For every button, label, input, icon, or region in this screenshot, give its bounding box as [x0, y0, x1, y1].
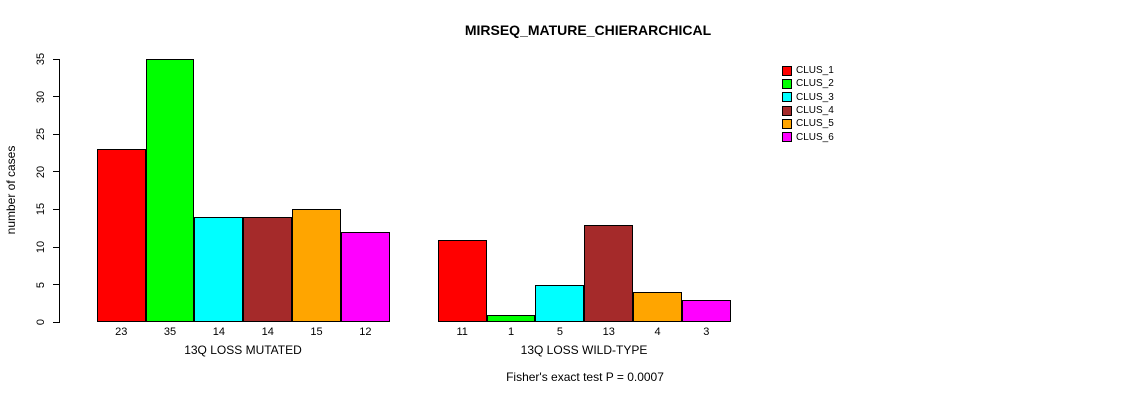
- legend-item-clus_5: CLUS_5: [782, 117, 834, 130]
- legend-swatch-icon: [782, 92, 792, 103]
- y-tick-mark: [53, 58, 60, 60]
- y-tick-label: 20: [35, 165, 47, 178]
- legend-swatch-icon: [782, 78, 792, 89]
- legend-item-label: CLUS_5: [796, 118, 834, 130]
- y-tick-mark: [53, 133, 60, 135]
- bar-value-label: 1: [507, 326, 515, 338]
- y-tick-mark: [53, 171, 60, 173]
- y-tick-label: 30: [35, 90, 47, 103]
- legend-item-label: CLUS_4: [796, 105, 834, 117]
- bar-value-label: 12: [359, 326, 372, 338]
- y-tick-mark: [53, 96, 60, 98]
- y-tick-mark: [53, 246, 60, 248]
- bar-clus_2: [486, 314, 536, 323]
- y-tick-label: 25: [35, 128, 47, 141]
- bar-clus_4: [584, 224, 634, 323]
- y-axis-line: [59, 59, 60, 323]
- legend-item-label: CLUS_3: [796, 91, 834, 103]
- legend-swatch-icon: [782, 132, 792, 143]
- y-tick-mark: [53, 284, 60, 286]
- bar-value-label: 15: [310, 326, 323, 338]
- y-tick-label: 35: [35, 52, 47, 66]
- y-tick-label: 0: [35, 319, 47, 326]
- legend-item-label: CLUS_1: [796, 65, 834, 77]
- legend-item-label: CLUS_2: [796, 78, 834, 90]
- bar-value-label: 23: [115, 326, 128, 338]
- bar-value-label: 35: [163, 326, 177, 338]
- bar-clus_1: [96, 149, 146, 323]
- bar-clus_3: [535, 284, 585, 323]
- y-tick-mark: [53, 321, 60, 323]
- bar-value-label: 14: [261, 326, 274, 338]
- fisher-test-caption: Fisher's exact test P = 0.0007: [506, 370, 664, 384]
- legend-swatch-icon: [782, 65, 792, 76]
- legend-swatch-icon: [782, 118, 792, 129]
- bar-value-label: 5: [556, 326, 563, 338]
- bar-clus_3: [194, 216, 244, 323]
- bar-value-label: 3: [703, 326, 710, 338]
- y-axis-label: number of cases: [4, 145, 18, 235]
- bar-clus_5: [292, 209, 341, 323]
- legend-item-clus_3: CLUS_3: [782, 91, 834, 104]
- legend-item-clus_2: CLUS_2: [782, 77, 834, 90]
- bar-value-label: 11: [456, 326, 468, 338]
- bar-clus_4: [243, 216, 293, 323]
- legend-item-label: CLUS_6: [796, 131, 834, 143]
- y-tick-mark: [53, 208, 60, 210]
- chart-title: MIRSEQ_MATURE_CHIERARCHICAL: [464, 22, 712, 38]
- bar-clus_6: [340, 232, 390, 323]
- bar-value-label: 4: [654, 326, 661, 338]
- group-label-mutated: 13Q LOSS MUTATED: [184, 343, 302, 357]
- bar-clus_2: [145, 59, 195, 323]
- legend-item-clus_6: CLUS_6: [782, 131, 834, 144]
- bar-clus_6: [681, 299, 731, 323]
- bar-clus_5: [633, 292, 682, 323]
- y-tick-label: 15: [35, 203, 47, 216]
- group-label-wild-type: 13Q LOSS WILD-TYPE: [520, 343, 648, 357]
- y-tick-label: 10: [35, 240, 47, 254]
- y-tick-label: 5: [35, 281, 47, 288]
- bar-value-label: 14: [212, 326, 225, 338]
- legend-swatch-icon: [782, 105, 792, 116]
- bar-value-label: 13: [602, 326, 615, 338]
- legend: CLUS_1 CLUS_2 CLUS_3 CLUS_4 CLUS_5 CLUS_6: [782, 64, 834, 144]
- bar-clus_1: [437, 239, 487, 323]
- legend-item-clus_1: CLUS_1: [782, 64, 834, 77]
- legend-item-clus_4: CLUS_4: [782, 104, 834, 117]
